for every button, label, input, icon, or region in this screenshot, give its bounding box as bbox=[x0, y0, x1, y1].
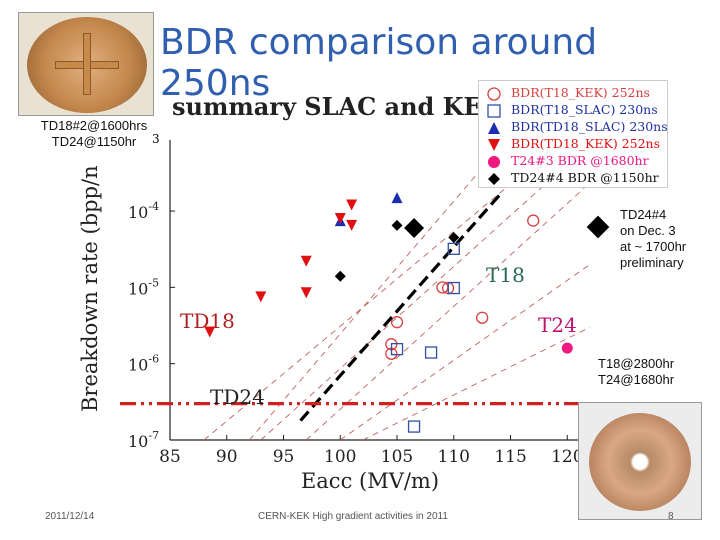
legend-item-t24: T24#3 BDR @1680hr bbox=[487, 153, 667, 170]
structure-photo-top bbox=[18, 12, 154, 116]
point-slac_t18 bbox=[424, 346, 438, 359]
x-tick-label: 85 bbox=[159, 447, 181, 467]
legend-marker-kek_td18 bbox=[488, 139, 500, 151]
note-right-line: at ~ 1700hr bbox=[620, 239, 687, 254]
point-slac_td18 bbox=[391, 192, 403, 204]
footer-center: CERN-KEK High gradient activities in 201… bbox=[258, 511, 448, 522]
legend-marker-icon bbox=[487, 87, 501, 101]
x-tick-label: 120 bbox=[551, 447, 583, 467]
note-br-line: T24@1680hr bbox=[598, 372, 675, 387]
slide-title: BDR comparison around 250ns bbox=[160, 22, 598, 104]
point-kek_t18 bbox=[390, 316, 404, 329]
point-slac_t18 bbox=[447, 281, 460, 295]
y-tick-label: 10-6 bbox=[128, 353, 159, 375]
x-tick-label: 90 bbox=[216, 447, 238, 467]
note-td24-preliminary: TD24#4 on Dec. 3 at ~ 1700hr preliminary bbox=[620, 207, 720, 271]
footer-date: 2011/12/14 bbox=[45, 511, 95, 522]
legend-marker-slac_td18 bbox=[488, 122, 500, 134]
y-tick-label: 10-7 bbox=[128, 429, 159, 451]
point-kek_td18 bbox=[300, 287, 312, 299]
point-kek_t18 bbox=[527, 214, 540, 227]
legend-marker-icon bbox=[487, 104, 501, 118]
legend-label: BDR(TD18_KEK) 252ns bbox=[511, 136, 660, 151]
trend-line bbox=[362, 326, 591, 440]
legend-marker-td24 bbox=[488, 173, 500, 185]
point-kek_td18 bbox=[204, 326, 216, 338]
y-tick-label: 10-5 bbox=[128, 276, 159, 298]
legend-marker-kek_t18 bbox=[487, 87, 501, 101]
trend-line bbox=[305, 187, 585, 440]
page-number: 8 bbox=[668, 511, 674, 522]
note-test-hours: TD18#2@1600hrs TD24@1150hr bbox=[24, 118, 164, 150]
chart-legend: BDR(T18_KEK) 252ns BDR(T18_SLAC) 230ns BDR… bbox=[478, 80, 668, 188]
legend-label: BDR(T18_KEK) 252ns bbox=[511, 85, 650, 100]
legend-label: T24#3 BDR @1680hr bbox=[511, 153, 649, 168]
legend-item-slac_td18: BDR(TD18_SLAC) 230ns bbox=[487, 119, 668, 136]
trend-line bbox=[260, 174, 557, 440]
x-tick-label: 100 bbox=[324, 447, 356, 467]
legend-marker-t24 bbox=[488, 156, 500, 168]
point-td24 bbox=[391, 219, 403, 231]
point-kek_t18 bbox=[476, 311, 489, 324]
point-kek_td18 bbox=[255, 291, 267, 303]
note-right-line: TD24#4 bbox=[620, 207, 667, 222]
point-kek_td18 bbox=[346, 199, 358, 211]
legend-marker-icon bbox=[488, 173, 500, 185]
x-axis-label: Eacc (MV/m) bbox=[301, 469, 439, 493]
legend-marker-slac_t18 bbox=[487, 104, 501, 118]
trend-line bbox=[340, 264, 591, 440]
point-kek_td18 bbox=[334, 212, 346, 224]
legend-label: BDR(TD18_SLAC) 230ns bbox=[511, 119, 668, 134]
x-tick-label: 95 bbox=[273, 447, 295, 467]
heading-fragment: 3 bbox=[152, 132, 160, 146]
legend-item-kek_td18: BDR(TD18_KEK) 252ns bbox=[487, 136, 667, 153]
legend-item-kek_t18: BDR(T18_KEK) 252ns bbox=[487, 85, 667, 102]
copper-disk-image bbox=[589, 413, 691, 511]
x-tick-label: 115 bbox=[494, 447, 526, 467]
point-kek_td18 bbox=[346, 219, 358, 231]
note-right-line: preliminary bbox=[620, 255, 684, 270]
note-t18-t24-hours: T18@2800hr T24@1680hr bbox=[598, 356, 718, 388]
y-tick-label: 10-4 bbox=[128, 200, 159, 222]
point-kek_td18 bbox=[300, 255, 312, 267]
legend-item-td24: TD24#4 BDR @1150hr bbox=[487, 170, 667, 187]
annotation-td24: TD24 bbox=[210, 385, 265, 409]
legend-marker-icon bbox=[488, 122, 500, 134]
legend-item-slac_t18: BDR(T18_SLAC) 230ns bbox=[487, 102, 667, 119]
point-slac_t18 bbox=[407, 420, 421, 433]
annotation-t18: T18 bbox=[486, 263, 525, 287]
legend-marker-icon bbox=[488, 139, 500, 151]
note-left-line1: TD18#2@1600hrs bbox=[40, 118, 148, 133]
legend-label: TD24#4 BDR @1150hr bbox=[511, 170, 659, 185]
note-br-line: T18@2800hr bbox=[598, 356, 675, 371]
legend-label: BDR(T18_SLAC) 230ns bbox=[511, 102, 658, 117]
trend-line bbox=[203, 174, 523, 440]
point-td24 bbox=[334, 270, 346, 282]
trend-line-bold bbox=[299, 194, 501, 422]
point-td24-highlight bbox=[404, 217, 425, 238]
point-td24 bbox=[448, 232, 460, 244]
point-slac_t18 bbox=[390, 343, 404, 356]
legend-marker-icon bbox=[488, 156, 500, 168]
note-right-line: on Dec. 3 bbox=[620, 223, 676, 238]
trend-line bbox=[249, 174, 477, 440]
note-left-line2: TD24@1150hr bbox=[51, 134, 137, 149]
structure-photo-bottom bbox=[578, 402, 702, 520]
annotation-t24: T24 bbox=[538, 313, 577, 337]
x-tick-label: 105 bbox=[381, 447, 413, 467]
point-t24 bbox=[561, 342, 573, 354]
point-slac_t18 bbox=[447, 242, 460, 255]
chart-heading: summary SLAC and KEK bbox=[172, 92, 503, 121]
x-tick-label: 110 bbox=[438, 447, 470, 467]
